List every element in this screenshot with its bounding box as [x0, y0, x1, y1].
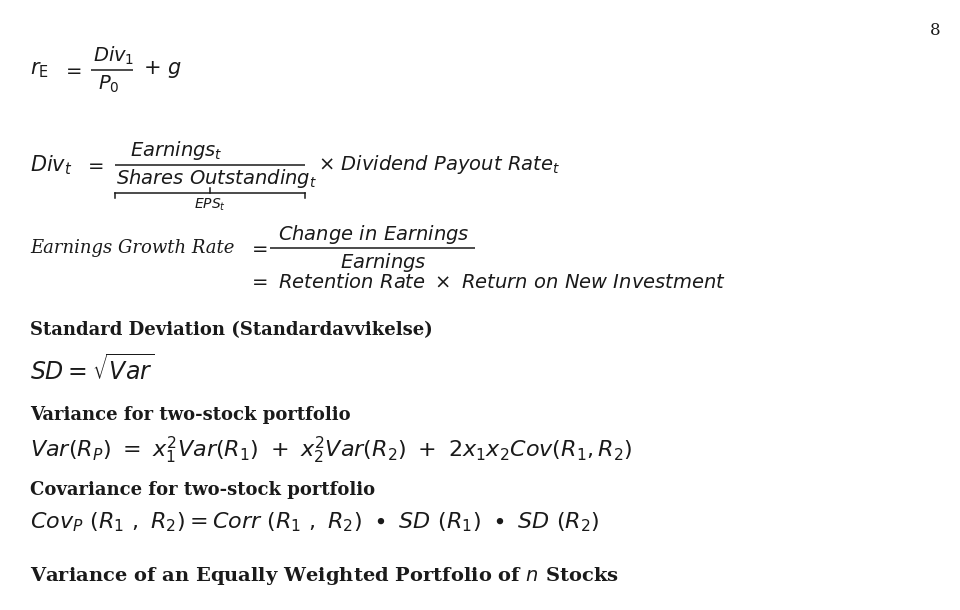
Text: Standard Deviation (Standardavvikelse): Standard Deviation (Standardavvikelse) [30, 321, 433, 339]
Text: Variance of an Equally Weighted Portfolio of $\mathit{n}$ Stocks: Variance of an Equally Weighted Portfoli… [30, 565, 619, 587]
Text: Earnings Growth Rate: Earnings Growth Rate [30, 239, 234, 257]
Text: $=$: $=$ [248, 239, 268, 257]
Text: $Div_1$: $Div_1$ [93, 45, 134, 67]
Text: $\mathit{Shares\ Outstanding}_t$: $\mathit{Shares\ Outstanding}_t$ [116, 168, 317, 190]
Text: 8: 8 [929, 22, 940, 39]
Text: Variance for two-stock portfolio: Variance for two-stock portfolio [30, 406, 350, 424]
Text: Covariance for two-stock portfolio: Covariance for two-stock portfolio [30, 481, 375, 499]
Text: $SD = \sqrt{Var}$: $SD = \sqrt{Var}$ [30, 355, 155, 386]
Text: $\mathit{Change\ in\ Earnings}$: $\mathit{Change\ in\ Earnings}$ [278, 223, 469, 245]
Text: $r_\mathrm{E}$: $r_\mathrm{E}$ [30, 60, 49, 80]
Text: $=\ \mathit{Retention\ Rate}\ \times\ \mathit{Return\ on\ New\ Investment}$: $=\ \mathit{Retention\ Rate}\ \times\ \m… [248, 273, 726, 293]
Text: $\mathit{Earnings}_t$: $\mathit{Earnings}_t$ [130, 140, 223, 162]
Text: $P_0$: $P_0$ [98, 73, 119, 95]
Text: $\mathit{Earnings}$: $\mathit{Earnings}$ [340, 251, 426, 273]
Text: $=$: $=$ [84, 156, 105, 174]
Text: $\times\ \mathit{Dividend\ Payout\ Rate}_t$: $\times\ \mathit{Dividend\ Payout\ Rate}… [318, 154, 560, 176]
Text: $\mathit{EPS}_t$: $\mathit{EPS}_t$ [194, 197, 226, 213]
Text: $=$: $=$ [62, 61, 83, 79]
Text: $Div_t$: $Div_t$ [30, 153, 72, 177]
Text: $Var(R_P)\ =\ x_1^2 Var(R_1)\ +\ x_2^2 Var(R_2)\ +\ 2x_1 x_2 Cov(R_1, R_2)$: $Var(R_P)\ =\ x_1^2 Var(R_1)\ +\ x_2^2 V… [30, 434, 633, 465]
Text: $+\ g$: $+\ g$ [143, 60, 181, 81]
Text: $Cov_P\ (R_1\ ,\ R_2) = Corr\ (R_1\ ,\ R_2)\ \bullet\ SD\ (R_1)\ \bullet\ SD\ (R: $Cov_P\ (R_1\ ,\ R_2) = Corr\ (R_1\ ,\ R… [30, 510, 600, 534]
